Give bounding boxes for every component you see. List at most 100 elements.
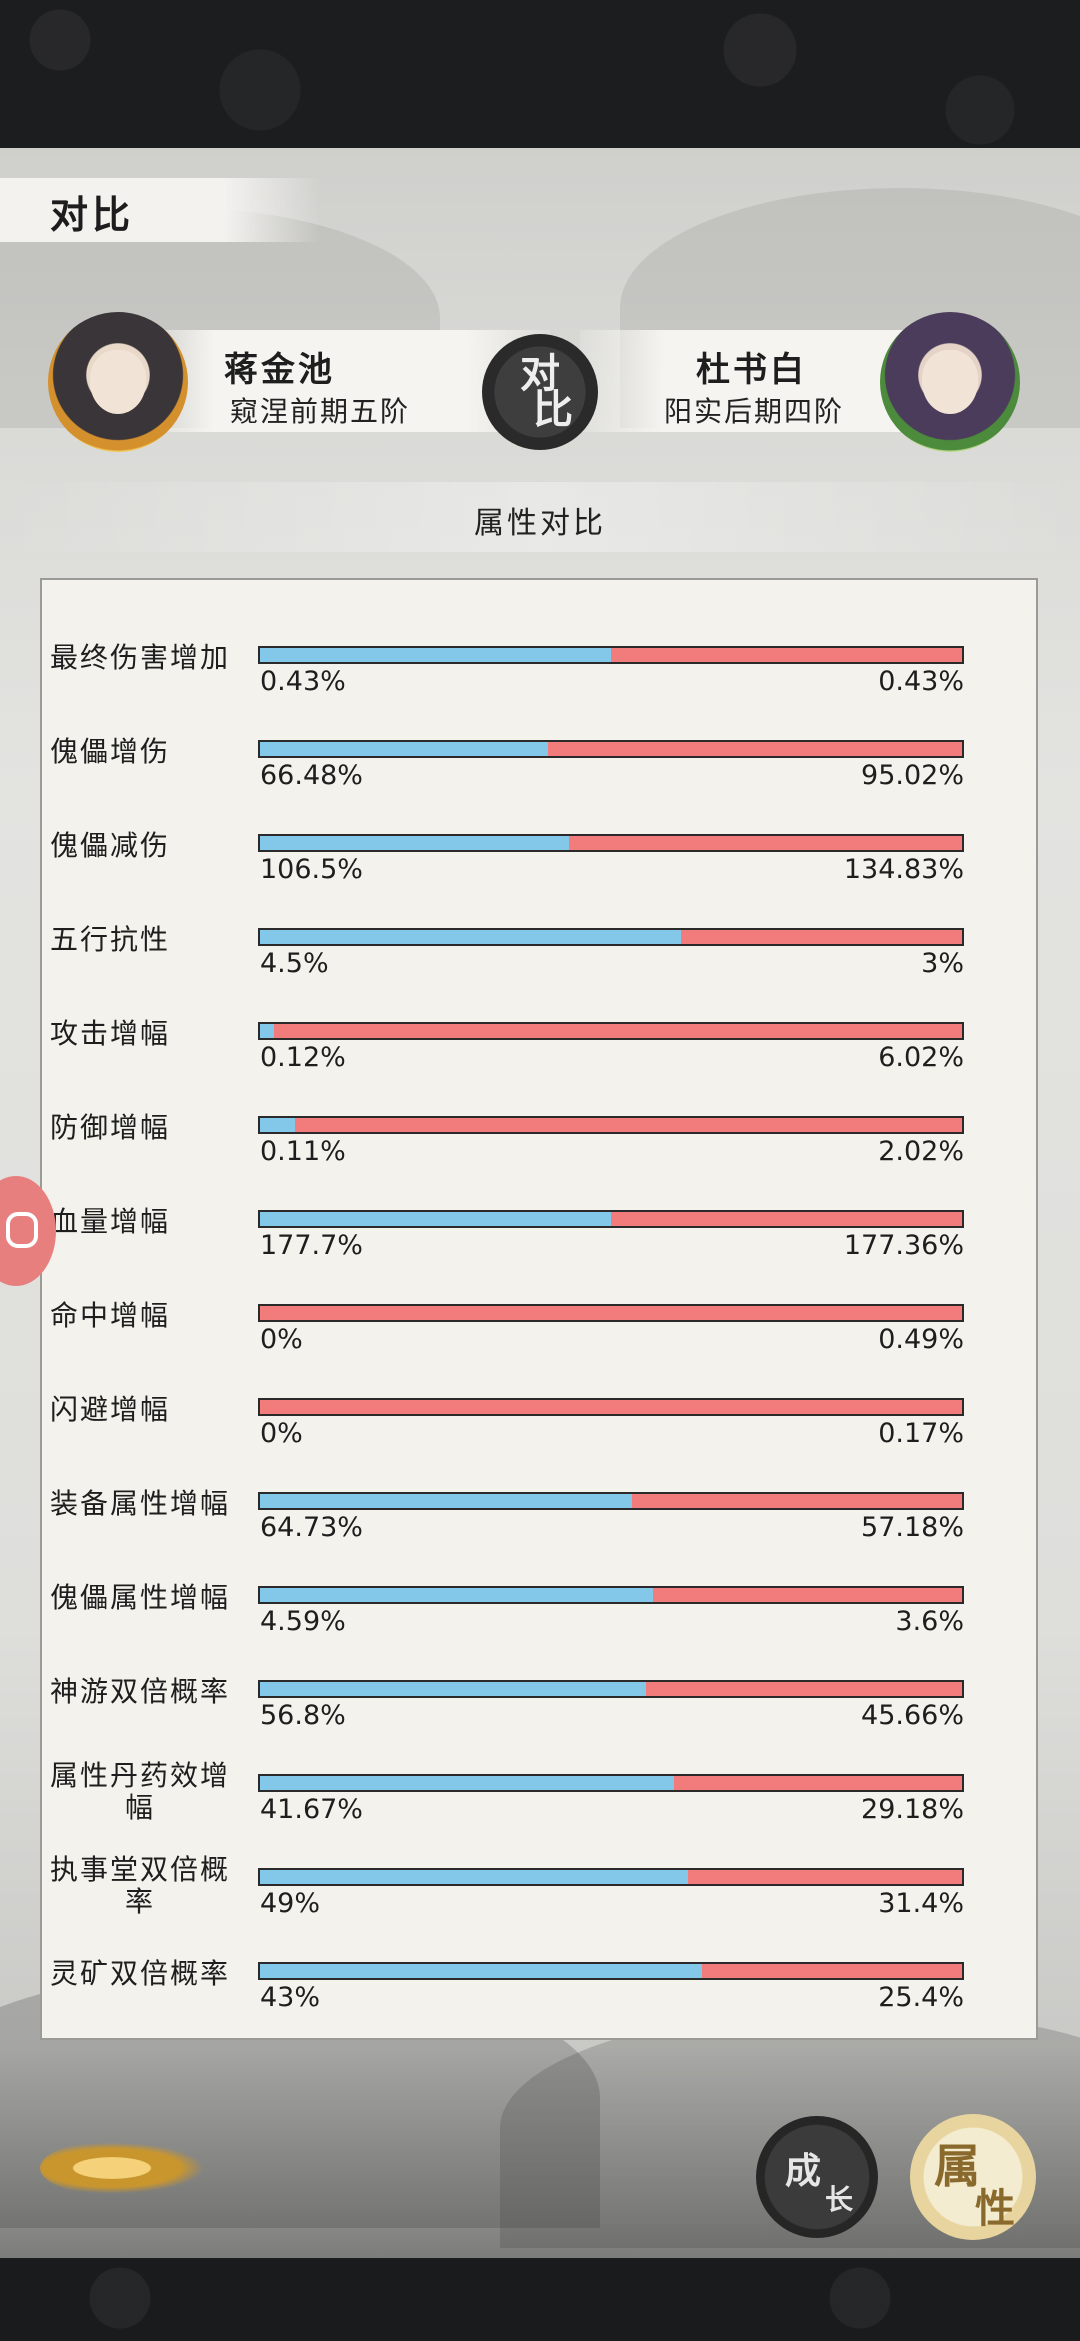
compare-bar: [258, 1398, 964, 1416]
right-value: 2.02%: [878, 1136, 964, 1167]
compare-bar: [258, 1586, 964, 1604]
attribute-label: 傀儡增伤: [50, 735, 171, 768]
left-value: 0%: [260, 1324, 303, 1355]
compare-bar-left-fill: [260, 1870, 689, 1884]
compare-bar: [258, 1492, 964, 1510]
attribute-label: 灵矿双倍概率: [50, 1957, 231, 1990]
compare-bar: [258, 1116, 964, 1134]
attribute-row: 傀儡属性增幅 4.59% 3.6%: [42, 1582, 1036, 1676]
right-value: 3.6%: [895, 1606, 964, 1637]
attribute-row: 属性丹药效增幅 41.67% 29.18%: [42, 1760, 1036, 1864]
left-value: 0.43%: [260, 666, 346, 697]
attribute-label: 命中增幅: [50, 1299, 171, 1332]
left-value: 0%: [260, 1418, 303, 1449]
player-rank-right: 阳实后期四阶: [664, 395, 845, 428]
attribute-tab-button[interactable]: 属 性: [910, 2114, 1036, 2240]
attribute-row: 神游双倍概率 56.8% 45.66%: [42, 1676, 1036, 1770]
attribute-label: 执事堂双倍概率: [50, 1853, 231, 1918]
attribute-label: 傀儡属性增幅: [50, 1581, 231, 1614]
left-value: 56.8%: [260, 1700, 346, 1731]
attribute-label: 属性丹药效增幅: [50, 1759, 231, 1824]
attribute-tab-char2: 性: [975, 2185, 1015, 2232]
vs-badge-line1: 对: [520, 350, 560, 397]
left-value: 41.67%: [260, 1794, 363, 1825]
compare-bar-left-fill: [260, 930, 682, 944]
compare-bar: [258, 1304, 964, 1322]
bottom-decor-band: [0, 2258, 1080, 2341]
attribute-row: 最终伤害增加 0.43% 0.43%: [42, 642, 1036, 736]
player-name-right: 杜书白: [696, 350, 807, 390]
right-value: 0.43%: [878, 666, 964, 697]
attribute-row: 防御增幅 0.11% 2.02%: [42, 1112, 1036, 1206]
compare-bar: [258, 1868, 964, 1886]
compare-bar: [258, 1962, 964, 1980]
attribute-row: 闪避增幅 0% 0.17%: [42, 1394, 1036, 1488]
growth-tab-char1: 成: [784, 2150, 821, 2192]
attribute-compare-panel[interactable]: 最终伤害增加 0.43% 0.43% 傀儡增伤 66.48% 95.02% 傀儡减伤 106.…: [40, 578, 1038, 2040]
right-value: 57.18%: [861, 1512, 964, 1543]
compare-bar-left-fill: [260, 742, 548, 756]
compare-bar-left-fill: [260, 1494, 633, 1508]
top-decor-band: [0, 0, 1080, 148]
left-value: 0.11%: [260, 1136, 346, 1167]
attribute-label: 最终伤害增加: [50, 641, 231, 674]
compare-bar: [258, 1210, 964, 1228]
compare-bar: [258, 1774, 964, 1792]
compare-bar-left-fill: [260, 1682, 647, 1696]
attribute-label: 五行抗性: [50, 923, 171, 956]
player-rank-left: 窥涅前期五阶: [230, 395, 411, 428]
left-value: 49%: [260, 1888, 321, 1919]
compare-bar-left-fill: [260, 1588, 654, 1602]
left-value: 66.48%: [260, 760, 363, 791]
compare-bar: [258, 928, 964, 946]
attribute-row: 装备属性增幅 64.73% 57.18%: [42, 1488, 1036, 1582]
compare-bar-left-fill: [260, 836, 569, 850]
growth-tab-char2: 长: [824, 2183, 853, 2216]
growth-tab-button[interactable]: 成 长: [756, 2116, 878, 2238]
attribute-row: 傀儡增伤 66.48% 95.02%: [42, 736, 1036, 830]
attribute-tab-char1: 属: [934, 2139, 980, 2193]
section-band: [0, 482, 1080, 552]
compare-bar-left-fill: [260, 1964, 703, 1978]
compare-bar: [258, 1022, 964, 1040]
left-value: 43%: [260, 1982, 321, 2013]
vs-badge: 对 比: [482, 334, 598, 450]
attribute-label: 傀儡减伤: [50, 829, 171, 862]
compare-bar-left-fill: [260, 1776, 675, 1790]
compare-bar-left-fill: [260, 1118, 296, 1132]
right-value: 134.83%: [843, 854, 964, 885]
gamepad-icon: [6, 1212, 38, 1248]
attribute-row: 灵矿双倍概率 43% 25.4%: [42, 1958, 1036, 2038]
left-value: 4.59%: [260, 1606, 346, 1637]
left-value: 0.12%: [260, 1042, 346, 1073]
attribute-row: 五行抗性 4.5% 3%: [42, 924, 1036, 1018]
attribute-row: 血量增幅 177.7% 177.36%: [42, 1206, 1036, 1300]
right-value: 3%: [921, 948, 964, 979]
left-value: 64.73%: [260, 1512, 363, 1543]
right-value: 29.18%: [861, 1794, 964, 1825]
attribute-row: 傀儡减伤 106.5% 134.83%: [42, 830, 1036, 924]
gold-brush-decor: [40, 2138, 220, 2198]
compare-screen: 对比 蒋金池 窥涅前期五阶 杜书白 阳实后期四阶 对 比 属性对比 最终伤害增加…: [0, 148, 1080, 2258]
compare-bar: [258, 1680, 964, 1698]
attribute-label: 血量增幅: [50, 1205, 171, 1238]
page-title: 对比: [50, 192, 135, 237]
left-value: 106.5%: [260, 854, 363, 885]
attribute-row: 执事堂双倍概率 49% 31.4%: [42, 1854, 1036, 1958]
attribute-row: 命中增幅 0% 0.49%: [42, 1300, 1036, 1394]
avatar-face: [922, 350, 978, 414]
right-value: 95.02%: [861, 760, 964, 791]
right-value: 31.4%: [878, 1888, 964, 1919]
player-name-left: 蒋金池: [224, 350, 335, 390]
right-value: 177.36%: [843, 1230, 964, 1261]
attribute-row: 攻击增幅 0.12% 6.02%: [42, 1018, 1036, 1112]
compare-bar-left-fill: [260, 648, 611, 662]
section-title: 属性对比: [474, 506, 606, 541]
attribute-label: 装备属性增幅: [50, 1487, 231, 1520]
avatar-right[interactable]: [880, 312, 1020, 452]
vs-badge-line2: 比: [533, 386, 573, 433]
compare-bar: [258, 740, 964, 758]
attribute-label: 闪避增幅: [50, 1393, 171, 1426]
avatar-left[interactable]: [48, 312, 188, 452]
right-value: 25.4%: [878, 1982, 964, 2013]
